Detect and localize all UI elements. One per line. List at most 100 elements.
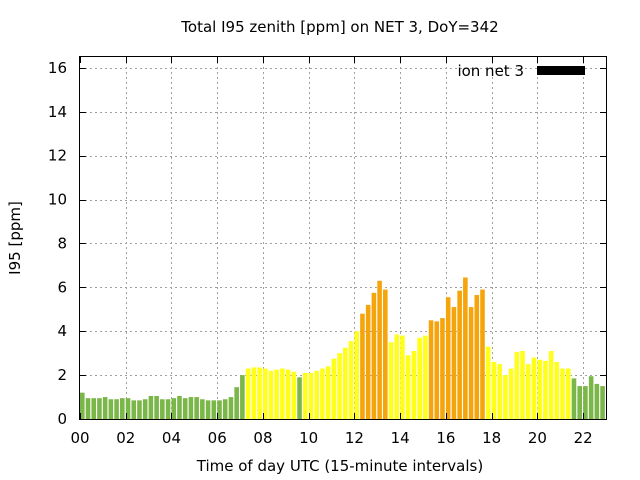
y-tick-label: 0	[57, 410, 67, 428]
plot-frame	[79, 56, 607, 420]
bar	[80, 392, 85, 419]
bar	[211, 400, 217, 419]
bar	[600, 386, 605, 419]
bar	[371, 292, 377, 419]
bar	[354, 331, 360, 419]
bars	[80, 277, 607, 419]
bar	[302, 372, 308, 419]
bar	[388, 342, 394, 419]
bar	[594, 383, 600, 419]
bar	[543, 360, 548, 419]
bar	[428, 320, 434, 419]
bar	[514, 352, 520, 419]
bar	[308, 372, 314, 419]
bar	[560, 368, 565, 419]
bar	[188, 397, 194, 419]
y-tick-label: 2	[57, 366, 67, 384]
legend: ion net 3	[457, 62, 585, 80]
bar	[297, 377, 302, 419]
bar	[525, 364, 531, 419]
x-tick-label: 22	[574, 429, 593, 447]
x-tick-label: 06	[208, 429, 227, 447]
bar	[91, 398, 97, 419]
bar	[405, 355, 411, 419]
bar	[125, 398, 131, 419]
y-tick-label: 6	[57, 278, 67, 296]
bar	[262, 368, 268, 419]
bar	[160, 399, 165, 419]
x-tick-label: 10	[299, 429, 318, 447]
bar	[234, 387, 239, 419]
y-axis-label: I95 [ppm]	[6, 201, 24, 275]
bar	[377, 280, 382, 419]
bar	[588, 376, 594, 419]
bar	[148, 395, 154, 419]
bar	[240, 375, 245, 419]
bar	[245, 368, 251, 419]
bar	[480, 289, 485, 419]
x-tick-label: 16	[436, 429, 455, 447]
x-tick-label: 02	[116, 429, 135, 447]
bar	[360, 313, 365, 419]
bar	[200, 399, 205, 419]
bar	[537, 359, 542, 419]
bar	[217, 400, 222, 419]
x-tick-label: 08	[253, 429, 272, 447]
y-tick-label: 16	[48, 59, 67, 77]
bar	[114, 399, 119, 419]
chart-title: Total I95 zenith [ppm] on NET 3, DoY=342	[180, 18, 498, 36]
bar	[451, 307, 457, 419]
bar	[108, 399, 114, 419]
bar	[457, 290, 462, 419]
bar	[417, 337, 422, 419]
x-tick-label: 14	[391, 429, 410, 447]
bar	[331, 358, 337, 419]
bar	[445, 297, 451, 419]
bar	[440, 318, 445, 419]
x-tick-label: 20	[528, 429, 547, 447]
bar	[142, 399, 148, 419]
bar	[343, 347, 348, 419]
x-tick-label: 00	[70, 429, 89, 447]
bar	[177, 395, 182, 419]
bar	[171, 398, 177, 419]
bar	[251, 367, 257, 419]
bar	[97, 398, 102, 419]
x-tick-label: 18	[482, 429, 501, 447]
bar	[137, 400, 142, 419]
bar	[228, 397, 234, 419]
bar	[268, 370, 274, 419]
bar	[325, 366, 331, 419]
legend-label: ion net 3	[457, 62, 524, 80]
bar	[503, 375, 508, 419]
bar	[154, 395, 159, 419]
bar	[468, 307, 474, 419]
bar	[102, 397, 108, 419]
bar	[434, 321, 440, 419]
x-axis-label: Time of day UTC (15-minute intervals)	[196, 457, 483, 475]
bar	[383, 289, 388, 419]
bar	[291, 371, 297, 419]
x-tick-label: 04	[162, 429, 181, 447]
bar	[257, 367, 262, 419]
bar	[365, 304, 371, 419]
bar	[205, 400, 211, 419]
y-tick-label: 4	[57, 322, 67, 340]
bar	[463, 277, 468, 419]
bar	[274, 369, 279, 419]
bar	[520, 350, 525, 419]
y-tick-label: 10	[48, 191, 67, 209]
bar	[348, 341, 354, 419]
bar	[508, 368, 514, 419]
bar	[165, 399, 171, 419]
bar	[394, 334, 400, 419]
bar	[583, 386, 588, 419]
y-tick-label: 8	[57, 234, 67, 252]
bar	[485, 346, 491, 419]
bar	[120, 398, 125, 419]
bar	[131, 400, 137, 419]
bar	[554, 361, 560, 419]
bar	[548, 350, 554, 419]
